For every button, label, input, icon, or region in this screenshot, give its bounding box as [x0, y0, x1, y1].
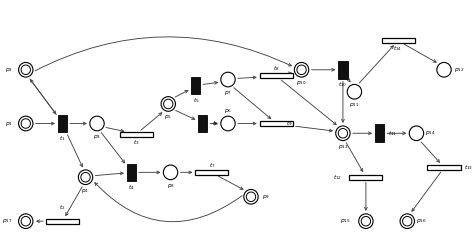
Text: $p_{11}$: $p_{11}$: [349, 101, 360, 109]
Text: $p_{4}$: $p_{4}$: [82, 187, 90, 195]
Text: $t_{1}$: $t_{1}$: [59, 134, 66, 143]
Text: $t_{11}$: $t_{11}$: [388, 129, 397, 138]
Text: $t_{12}$: $t_{12}$: [333, 173, 342, 182]
Bar: [58, 115, 67, 132]
Text: $t_{14}$: $t_{14}$: [393, 44, 403, 53]
Text: $t_{2}$: $t_{2}$: [59, 204, 66, 212]
Text: $p_{1}$: $p_{1}$: [5, 120, 13, 127]
Bar: [260, 121, 293, 126]
Text: $t_{6}$: $t_{6}$: [212, 119, 219, 128]
Text: $t_{13}$: $t_{13}$: [464, 163, 474, 172]
Ellipse shape: [164, 165, 178, 180]
Bar: [191, 77, 201, 94]
Text: $p_{9}$: $p_{9}$: [263, 193, 271, 201]
Ellipse shape: [221, 72, 235, 87]
Bar: [198, 115, 207, 132]
Ellipse shape: [221, 116, 235, 131]
Bar: [375, 124, 384, 142]
Text: $p_{2}$: $p_{2}$: [5, 66, 13, 74]
Ellipse shape: [244, 189, 258, 204]
Ellipse shape: [336, 126, 350, 141]
Bar: [127, 164, 136, 181]
Bar: [349, 175, 383, 180]
Bar: [119, 132, 153, 137]
Text: $t_{8}$: $t_{8}$: [273, 64, 280, 74]
Text: $p_{12}$: $p_{12}$: [454, 66, 465, 74]
Ellipse shape: [18, 62, 33, 77]
Text: $t_{5}$: $t_{5}$: [192, 96, 199, 105]
Text: $p_{16}$: $p_{16}$: [416, 217, 427, 225]
Ellipse shape: [359, 214, 373, 228]
Bar: [338, 61, 347, 79]
Text: $p_{17}$: $p_{17}$: [2, 217, 12, 225]
Bar: [46, 219, 79, 224]
Ellipse shape: [18, 214, 33, 228]
Text: $p_{7}$: $p_{7}$: [224, 89, 232, 97]
Ellipse shape: [90, 116, 104, 131]
Text: $t_{9}$: $t_{9}$: [286, 119, 292, 128]
Text: $p_{6}$: $p_{6}$: [224, 107, 232, 115]
Text: $p_{14}$: $p_{14}$: [425, 129, 436, 137]
Ellipse shape: [347, 84, 362, 99]
Ellipse shape: [294, 62, 309, 77]
Text: $p_{5}$: $p_{5}$: [164, 113, 172, 121]
Text: $p_{3}$: $p_{3}$: [93, 133, 101, 141]
Text: $p_{13}$: $p_{13}$: [337, 143, 348, 151]
Text: $t_{7}$: $t_{7}$: [209, 161, 215, 170]
Ellipse shape: [78, 170, 93, 185]
Bar: [260, 73, 293, 78]
Text: $p_{15}$: $p_{15}$: [339, 217, 350, 225]
Text: $p_{10}$: $p_{10}$: [296, 79, 307, 87]
Bar: [195, 170, 228, 175]
Text: $t_{4}$: $t_{4}$: [128, 183, 135, 192]
Text: $t_{10}$: $t_{10}$: [338, 80, 347, 89]
Ellipse shape: [409, 126, 424, 141]
Text: $p_{8}$: $p_{8}$: [166, 182, 174, 190]
Ellipse shape: [400, 214, 414, 228]
Bar: [428, 165, 461, 170]
Text: $t_{3}$: $t_{3}$: [133, 138, 139, 147]
Ellipse shape: [437, 62, 451, 77]
Ellipse shape: [18, 116, 33, 131]
Ellipse shape: [161, 97, 175, 111]
Bar: [382, 38, 415, 43]
